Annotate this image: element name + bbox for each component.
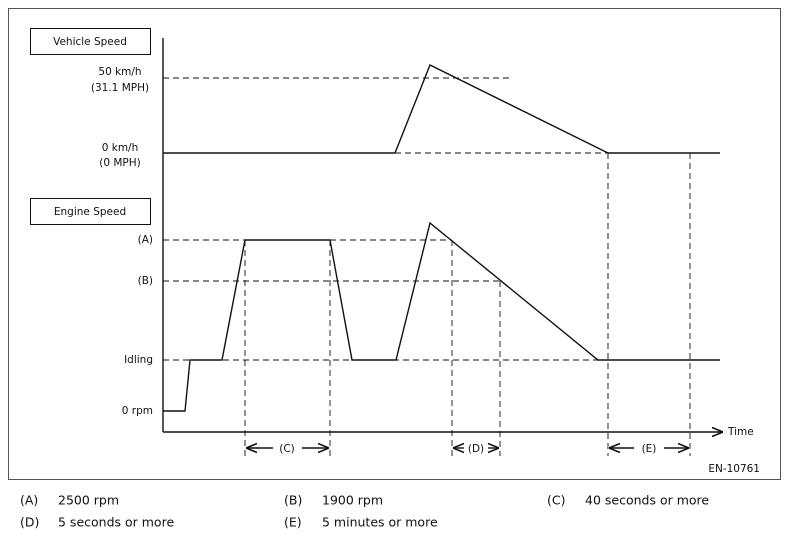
legend-text: 40 seconds or more [585, 493, 709, 508]
label-box [30, 198, 151, 225]
legend-text: 2500 rpm [58, 493, 119, 508]
legend-text: 1900 rpm [322, 493, 383, 508]
grid-lines [163, 77, 720, 456]
legend-key: (B) [284, 493, 302, 508]
figure-id: EN-10761 [708, 463, 760, 475]
engine-speed-label: Engine Speed [54, 206, 126, 218]
interval-label: (E) [642, 443, 657, 455]
axis-label: 0 rpm [122, 405, 153, 417]
interval-label: (C) [279, 443, 295, 455]
engine-speed-curve [163, 221, 720, 412]
frame [8, 8, 781, 480]
label-box [30, 28, 151, 55]
legend-key: (A) [20, 493, 38, 508]
legend: (A) 2500 rpm (B) 1900 rpm (C) 40 seconds… [20, 493, 709, 530]
axis-label: Time [727, 426, 754, 438]
legend-text: 5 seconds or more [58, 515, 174, 530]
axis-label: Idling [124, 354, 153, 366]
axis-label: (B) [138, 275, 153, 287]
axis-label: 50 km/h [98, 66, 141, 78]
legend-key: (E) [284, 515, 302, 530]
legend-key: (C) [547, 493, 565, 508]
axis-label: 0 km/h [102, 142, 139, 154]
vehicle-speed-label: Vehicle Speed [53, 36, 127, 48]
interval-label: (D) [468, 443, 484, 455]
legend-text: 5 minutes or more [322, 515, 438, 530]
axes [162, 38, 722, 432]
vehicle-speed-curve [394, 64, 609, 154]
axis-label: (31.1 MPH) [91, 82, 149, 94]
axis-label: (A) [138, 234, 153, 246]
axis-label: (0 MPH) [99, 157, 141, 169]
legend-key: (D) [20, 515, 39, 530]
